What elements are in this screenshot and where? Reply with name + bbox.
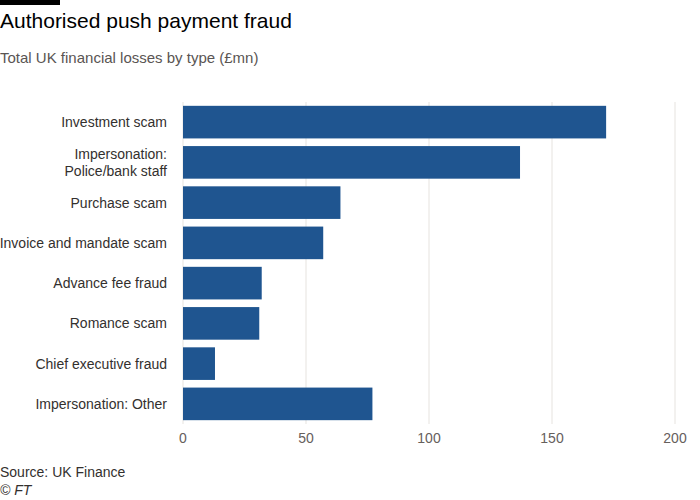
subtitle: Total UK financial losses by type (£mn) [0, 49, 258, 66]
bar [183, 227, 323, 260]
credit: © FT [0, 482, 33, 498]
category-label: Advance fee fraud [53, 275, 167, 291]
bar [183, 106, 606, 139]
category-label: Impersonation: Other [35, 396, 167, 412]
category-label-line: Chief executive fraud [35, 356, 167, 372]
grid-line [675, 102, 676, 424]
grid [183, 102, 675, 424]
category-label: Purchase scam [71, 195, 167, 211]
tick-label: 0 [179, 430, 187, 446]
grid-line [552, 102, 553, 424]
category-label-line: Investment scam [61, 114, 167, 130]
bars [183, 106, 606, 420]
bar [183, 146, 520, 179]
category-label-line: Purchase scam [71, 195, 167, 211]
bar [183, 186, 340, 219]
category-label-line: Invoice and mandate scam [0, 235, 167, 251]
background [0, 0, 700, 500]
category-label-line: Impersonation: [74, 146, 167, 162]
bar [183, 347, 215, 380]
tick-label: 200 [663, 430, 687, 446]
title: Authorised push payment fraud [0, 9, 292, 32]
tick-label: 150 [540, 430, 564, 446]
category-label-line: Impersonation: Other [35, 396, 167, 412]
category-label: Romance scam [70, 315, 167, 331]
category-label: Investment scam [61, 114, 167, 130]
tick-label: 50 [298, 430, 314, 446]
bar [183, 307, 259, 340]
category-label: Invoice and mandate scam [0, 235, 167, 251]
category-label-line: Police/bank staff [65, 163, 168, 179]
bar [183, 267, 262, 300]
category-label-line: Romance scam [70, 315, 167, 331]
category-label: Chief executive fraud [35, 356, 167, 372]
category-label: Impersonation:Police/bank staff [65, 146, 168, 179]
bar [183, 388, 372, 421]
chart: Authorised push payment fraud Total UK fi… [0, 0, 700, 500]
brand-bar [0, 0, 60, 5]
source: Source: UK Finance [0, 464, 125, 480]
category-label-line: Advance fee fraud [53, 275, 167, 291]
tick-label: 100 [417, 430, 441, 446]
